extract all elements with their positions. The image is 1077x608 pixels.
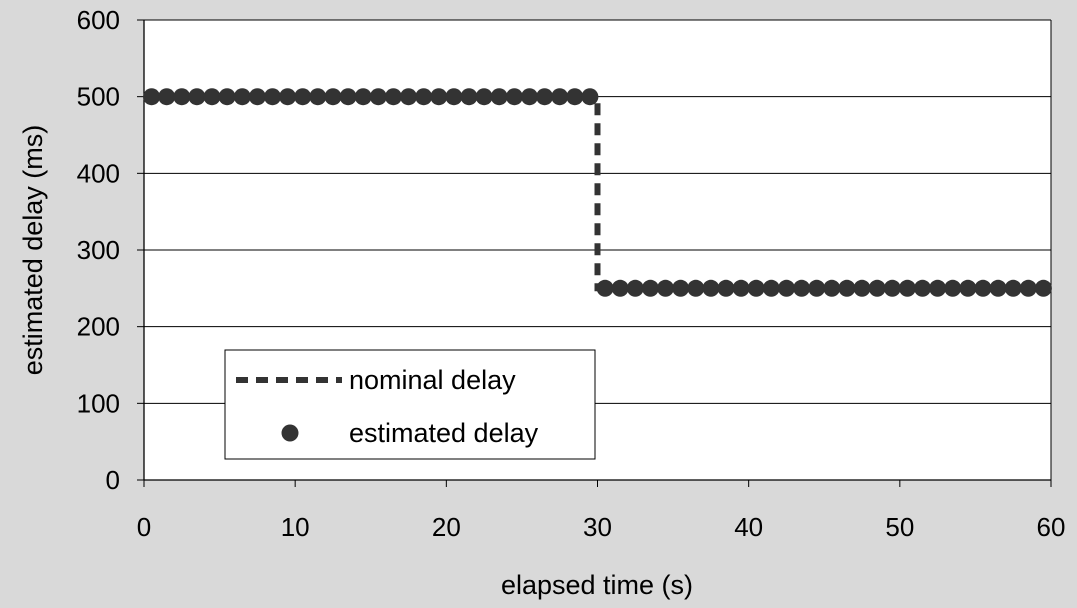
point-estimated-delay [853,279,871,297]
point-estimated-delay [793,279,811,297]
y-tick-label-500: 500 [77,82,120,112]
point-estimated-delay [944,279,962,297]
point-estimated-delay [702,279,720,297]
point-estimated-delay [505,88,523,106]
point-estimated-delay [521,88,538,106]
point-estimated-delay [475,88,493,106]
point-estimated-delay [747,279,765,297]
point-estimated-delay [974,279,992,297]
x-tick-label-50: 50 [885,512,914,542]
point-estimated-delay [672,279,690,297]
x-tick-labels: 0 10 20 30 40 50 60 [137,512,1066,542]
point-estimated-delay [581,88,599,106]
point-estimated-delay [445,88,463,106]
x-tick-label-0: 0 [137,512,151,542]
point-estimated-delay [143,88,161,106]
point-estimated-delay [717,279,735,297]
point-estimated-delay [778,279,795,297]
y-axis-title: estimated delay (ms) [18,125,48,376]
point-estimated-delay [294,88,312,106]
point-estimated-delay [989,279,1007,297]
y-tick-label-200: 200 [77,312,120,342]
y-tick-label-600: 600 [77,5,120,35]
y-tick-label-0: 0 [106,465,120,495]
point-estimated-delay [218,88,236,106]
point-estimated-delay [687,279,705,297]
x-tick-label-20: 20 [432,512,461,542]
point-estimated-delay [279,88,297,106]
point-estimated-delay [551,88,569,106]
x-axis-title: elapsed time (s) [501,570,693,600]
point-estimated-delay [490,88,508,106]
point-estimated-delay [1034,279,1052,297]
point-estimated-delay [203,88,221,106]
point-estimated-delay [838,279,856,297]
point-estimated-delay [823,279,841,297]
point-estimated-delay [233,88,251,106]
point-estimated-delay [384,88,402,106]
point-estimated-delay [596,279,614,297]
y-tick-label-400: 400 [77,158,120,188]
point-estimated-delay [264,88,281,106]
point-estimated-delay [339,88,357,106]
x-tick-label-30: 30 [583,512,612,542]
point-estimated-delay [430,88,448,106]
point-estimated-delay [1019,279,1037,297]
legend-box [224,349,596,460]
series-layer [143,88,1052,297]
point-estimated-delay [1004,279,1022,297]
point-estimated-delay [959,279,977,297]
y-tick-labels: 0 100 200 300 400 500 600 [77,5,120,495]
point-estimated-delay [460,88,478,106]
point-estimated-delay [808,279,826,297]
point-estimated-delay [732,279,750,297]
point-estimated-delay [536,88,554,106]
point-estimated-delay [248,88,266,106]
point-estimated-delay [309,88,327,106]
x-tick-label-40: 40 [734,512,763,542]
legend-swatch-estimated-delay [281,424,299,442]
point-estimated-delay [626,279,644,297]
point-estimated-delay [641,279,659,297]
y-tick-label-300: 300 [77,235,120,265]
x-tick-label-10: 10 [281,512,310,542]
point-estimated-delay [566,88,584,106]
point-estimated-delay [914,279,931,297]
point-estimated-delay [158,88,176,106]
point-estimated-delay [415,88,433,106]
point-estimated-delay [369,88,387,106]
point-estimated-delay [929,279,947,297]
legend: nominal delay estimated delay [224,349,596,460]
y-tick-label-100: 100 [77,388,120,418]
point-estimated-delay [173,88,191,106]
point-estimated-delay [188,88,206,106]
point-estimated-delay [868,279,886,297]
point-estimated-delay [611,279,629,297]
x-tick-label-60: 60 [1037,512,1066,542]
legend-label-estimated-delay: estimated delay [349,418,539,448]
point-estimated-delay [762,279,780,297]
point-estimated-delay [400,88,417,106]
point-estimated-delay [354,88,372,106]
point-estimated-delay [898,279,916,297]
legend-label-nominal-delay: nominal delay [349,365,516,395]
point-estimated-delay [657,279,674,297]
point-estimated-delay [883,279,901,297]
point-estimated-delay [324,88,342,106]
